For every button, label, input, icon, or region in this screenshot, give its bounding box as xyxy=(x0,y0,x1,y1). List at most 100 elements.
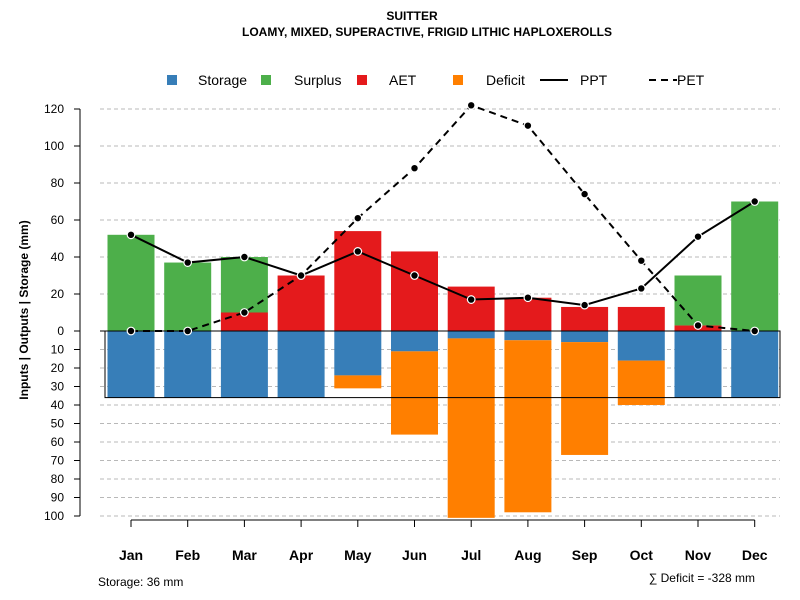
x-tick-label-jul: Jul xyxy=(461,547,481,563)
pet-point-feb xyxy=(183,326,193,336)
legend-label-deficit: Deficit xyxy=(486,72,525,88)
legend-label-pet: PET xyxy=(677,72,705,88)
aet-bar-mar xyxy=(220,312,268,331)
y-tick-label-lower-20: 20 xyxy=(51,361,65,375)
chart-subtitle: LOAMY, MIXED, SUPERACTIVE, FRIGID LITHIC… xyxy=(242,25,612,39)
storage-bar-oct xyxy=(617,331,665,361)
deficit-bar-may xyxy=(334,375,382,389)
aet-bar-jul xyxy=(447,286,495,331)
y-tick-label-lower-40: 40 xyxy=(51,398,65,412)
pet-point-jan xyxy=(126,326,136,336)
chart-title: SUITTER xyxy=(386,9,438,23)
bars xyxy=(107,201,779,518)
storage-bar-dec xyxy=(731,331,779,398)
pet-point-aug xyxy=(523,121,533,131)
aet-bar-may xyxy=(334,231,382,331)
storage-bar-feb xyxy=(164,331,212,398)
legend-label-aet: AET xyxy=(389,72,417,88)
x-tick-label-apr: Apr xyxy=(289,547,314,563)
pet-point-jun xyxy=(410,163,419,173)
aet-bar-oct xyxy=(617,306,665,331)
storage-bar-mar xyxy=(220,331,268,398)
deficit-bar-jul xyxy=(447,338,495,518)
ppt-point-jul xyxy=(466,295,476,304)
surplus-bar-jan xyxy=(107,234,155,331)
pet-point-mar xyxy=(239,308,249,317)
axes: 0 20 40 60 80 100 120 10 20 30 40 50 60 70 80 90 100 Jan F… xyxy=(44,102,768,563)
y-axis-title: Inputs | Outputs | Storage (mm) xyxy=(17,220,31,399)
storage-bar-nov xyxy=(674,331,722,398)
y-tick-label-upper-80: 80 xyxy=(51,176,65,190)
ppt-point-may xyxy=(353,247,363,256)
surplus-bar-feb xyxy=(164,262,212,331)
storage-bar-aug xyxy=(504,331,552,341)
x-tick-label-may: May xyxy=(344,547,371,563)
ppt-point-mar xyxy=(239,252,249,262)
aet-bar-sep xyxy=(561,306,609,331)
y-tick-label-upper-100: 100 xyxy=(44,139,64,153)
pet-point-sep xyxy=(580,189,589,199)
ppt-point-feb xyxy=(183,258,193,267)
aet-bar-jun xyxy=(391,251,438,331)
pet-point-oct xyxy=(636,256,646,266)
legend: Storage Surplus AET Deficit PPT PET xyxy=(167,72,705,88)
pet-point-jul xyxy=(466,100,476,110)
storage-bar-apr xyxy=(277,331,325,398)
y-tick-label-upper-60: 60 xyxy=(51,213,65,227)
y-tick-label-lower-100: 100 xyxy=(44,509,64,523)
x-tick-label-dec: Dec xyxy=(742,547,768,563)
storage-note: Storage: 36 mm xyxy=(98,575,183,589)
ppt-point-jun xyxy=(410,271,419,280)
lines xyxy=(126,100,760,336)
legend-label-surplus: Surplus xyxy=(294,72,341,88)
x-tick-label-jun: Jun xyxy=(402,547,427,563)
pet-line xyxy=(131,104,755,332)
surplus-bar-dec xyxy=(731,201,779,331)
legend-swatch-storage xyxy=(167,75,177,85)
y-tick-label-lower-30: 30 xyxy=(51,380,65,394)
aet-bar-apr xyxy=(277,275,325,331)
ppt-point-sep xyxy=(580,300,589,310)
x-tick-label-aug: Aug xyxy=(514,547,541,563)
legend-label-storage: Storage xyxy=(198,72,247,88)
legend-swatch-deficit xyxy=(453,75,463,85)
y-tick-label-upper-40: 40 xyxy=(51,250,65,264)
surplus-bar-mar xyxy=(220,257,268,313)
storage-bar-jan xyxy=(107,331,155,398)
y-tick-label-upper-0: 0 xyxy=(57,324,64,338)
ppt-point-aug xyxy=(523,293,533,303)
legend-swatch-aet xyxy=(357,75,367,85)
storage-bar-jun xyxy=(391,331,438,352)
deficit-bar-sep xyxy=(561,342,609,455)
deficit-note: ∑ Deficit = -328 mm xyxy=(649,571,755,585)
x-tick-label-mar: Mar xyxy=(232,547,257,563)
x-tick-label-nov: Nov xyxy=(685,547,712,563)
surplus-bar-nov xyxy=(674,275,722,326)
storage-capacity-box xyxy=(100,330,781,399)
pet-point-may xyxy=(353,213,363,223)
x-tick-label-oct: Oct xyxy=(630,547,654,563)
y-tick-label-lower-80: 80 xyxy=(51,472,65,486)
deficit-bar-aug xyxy=(504,340,552,513)
y-tick-label-lower-60: 60 xyxy=(51,435,65,449)
pet-point-dec xyxy=(750,326,760,336)
y-tick-label-upper-20: 20 xyxy=(51,287,65,301)
x-tick-label-jan: Jan xyxy=(119,547,143,563)
y-tick-label-lower-50: 50 xyxy=(51,417,65,431)
x-tick-label-sep: Sep xyxy=(572,547,598,563)
y-tick-label-lower-10: 10 xyxy=(51,343,65,357)
y-tick-label-upper-120: 120 xyxy=(44,102,64,116)
ppt-point-apr xyxy=(296,271,306,280)
storage-bar-jul xyxy=(447,331,495,339)
y-tick-label-lower-90: 90 xyxy=(51,491,65,505)
legend-swatch-surplus xyxy=(261,75,271,85)
storage-bar-may xyxy=(334,331,382,376)
ppt-point-jan xyxy=(126,230,136,240)
grid-lines xyxy=(100,108,780,517)
x-tick-label-feb: Feb xyxy=(175,547,200,563)
pet-point-nov xyxy=(693,321,703,330)
y-tick-label-lower-70: 70 xyxy=(51,454,65,468)
aet-bar-aug xyxy=(504,297,552,331)
storage-bar-sep xyxy=(561,331,609,343)
